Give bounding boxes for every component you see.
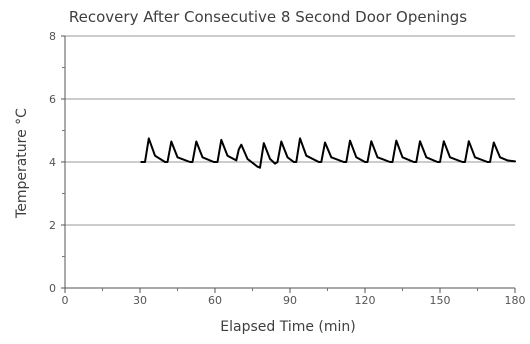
y-tick-label-4: 4 xyxy=(49,156,56,169)
x-tick-label-60: 60 xyxy=(208,294,222,307)
series-layer xyxy=(140,137,516,169)
y-axis-label: Temperature °C xyxy=(14,108,30,219)
x-tick-label-90: 90 xyxy=(283,294,297,307)
x-tick-label-120: 120 xyxy=(355,294,376,307)
x-axis-label: Elapsed Time (min) xyxy=(220,319,355,335)
x-tick-label-0: 0 xyxy=(62,294,69,307)
y-tick-label-8: 8 xyxy=(49,30,56,43)
x-tick-label-180: 180 xyxy=(505,294,526,307)
y-tick-label-6: 6 xyxy=(49,93,56,106)
chart-title: Recovery After Consecutive 8 Second Door… xyxy=(69,8,467,26)
y-tick-label-2: 2 xyxy=(49,219,56,232)
series-line-0 xyxy=(140,137,516,169)
x-tick-label-150: 150 xyxy=(430,294,451,307)
grid-layer xyxy=(65,35,515,226)
axis-layer xyxy=(61,35,516,293)
tick-layer: 0 2 4 6 8 0 30 60 90 120 150 180 xyxy=(49,30,526,307)
y-tick-label-0: 0 xyxy=(49,282,56,295)
x-tick-label-30: 30 xyxy=(133,294,147,307)
